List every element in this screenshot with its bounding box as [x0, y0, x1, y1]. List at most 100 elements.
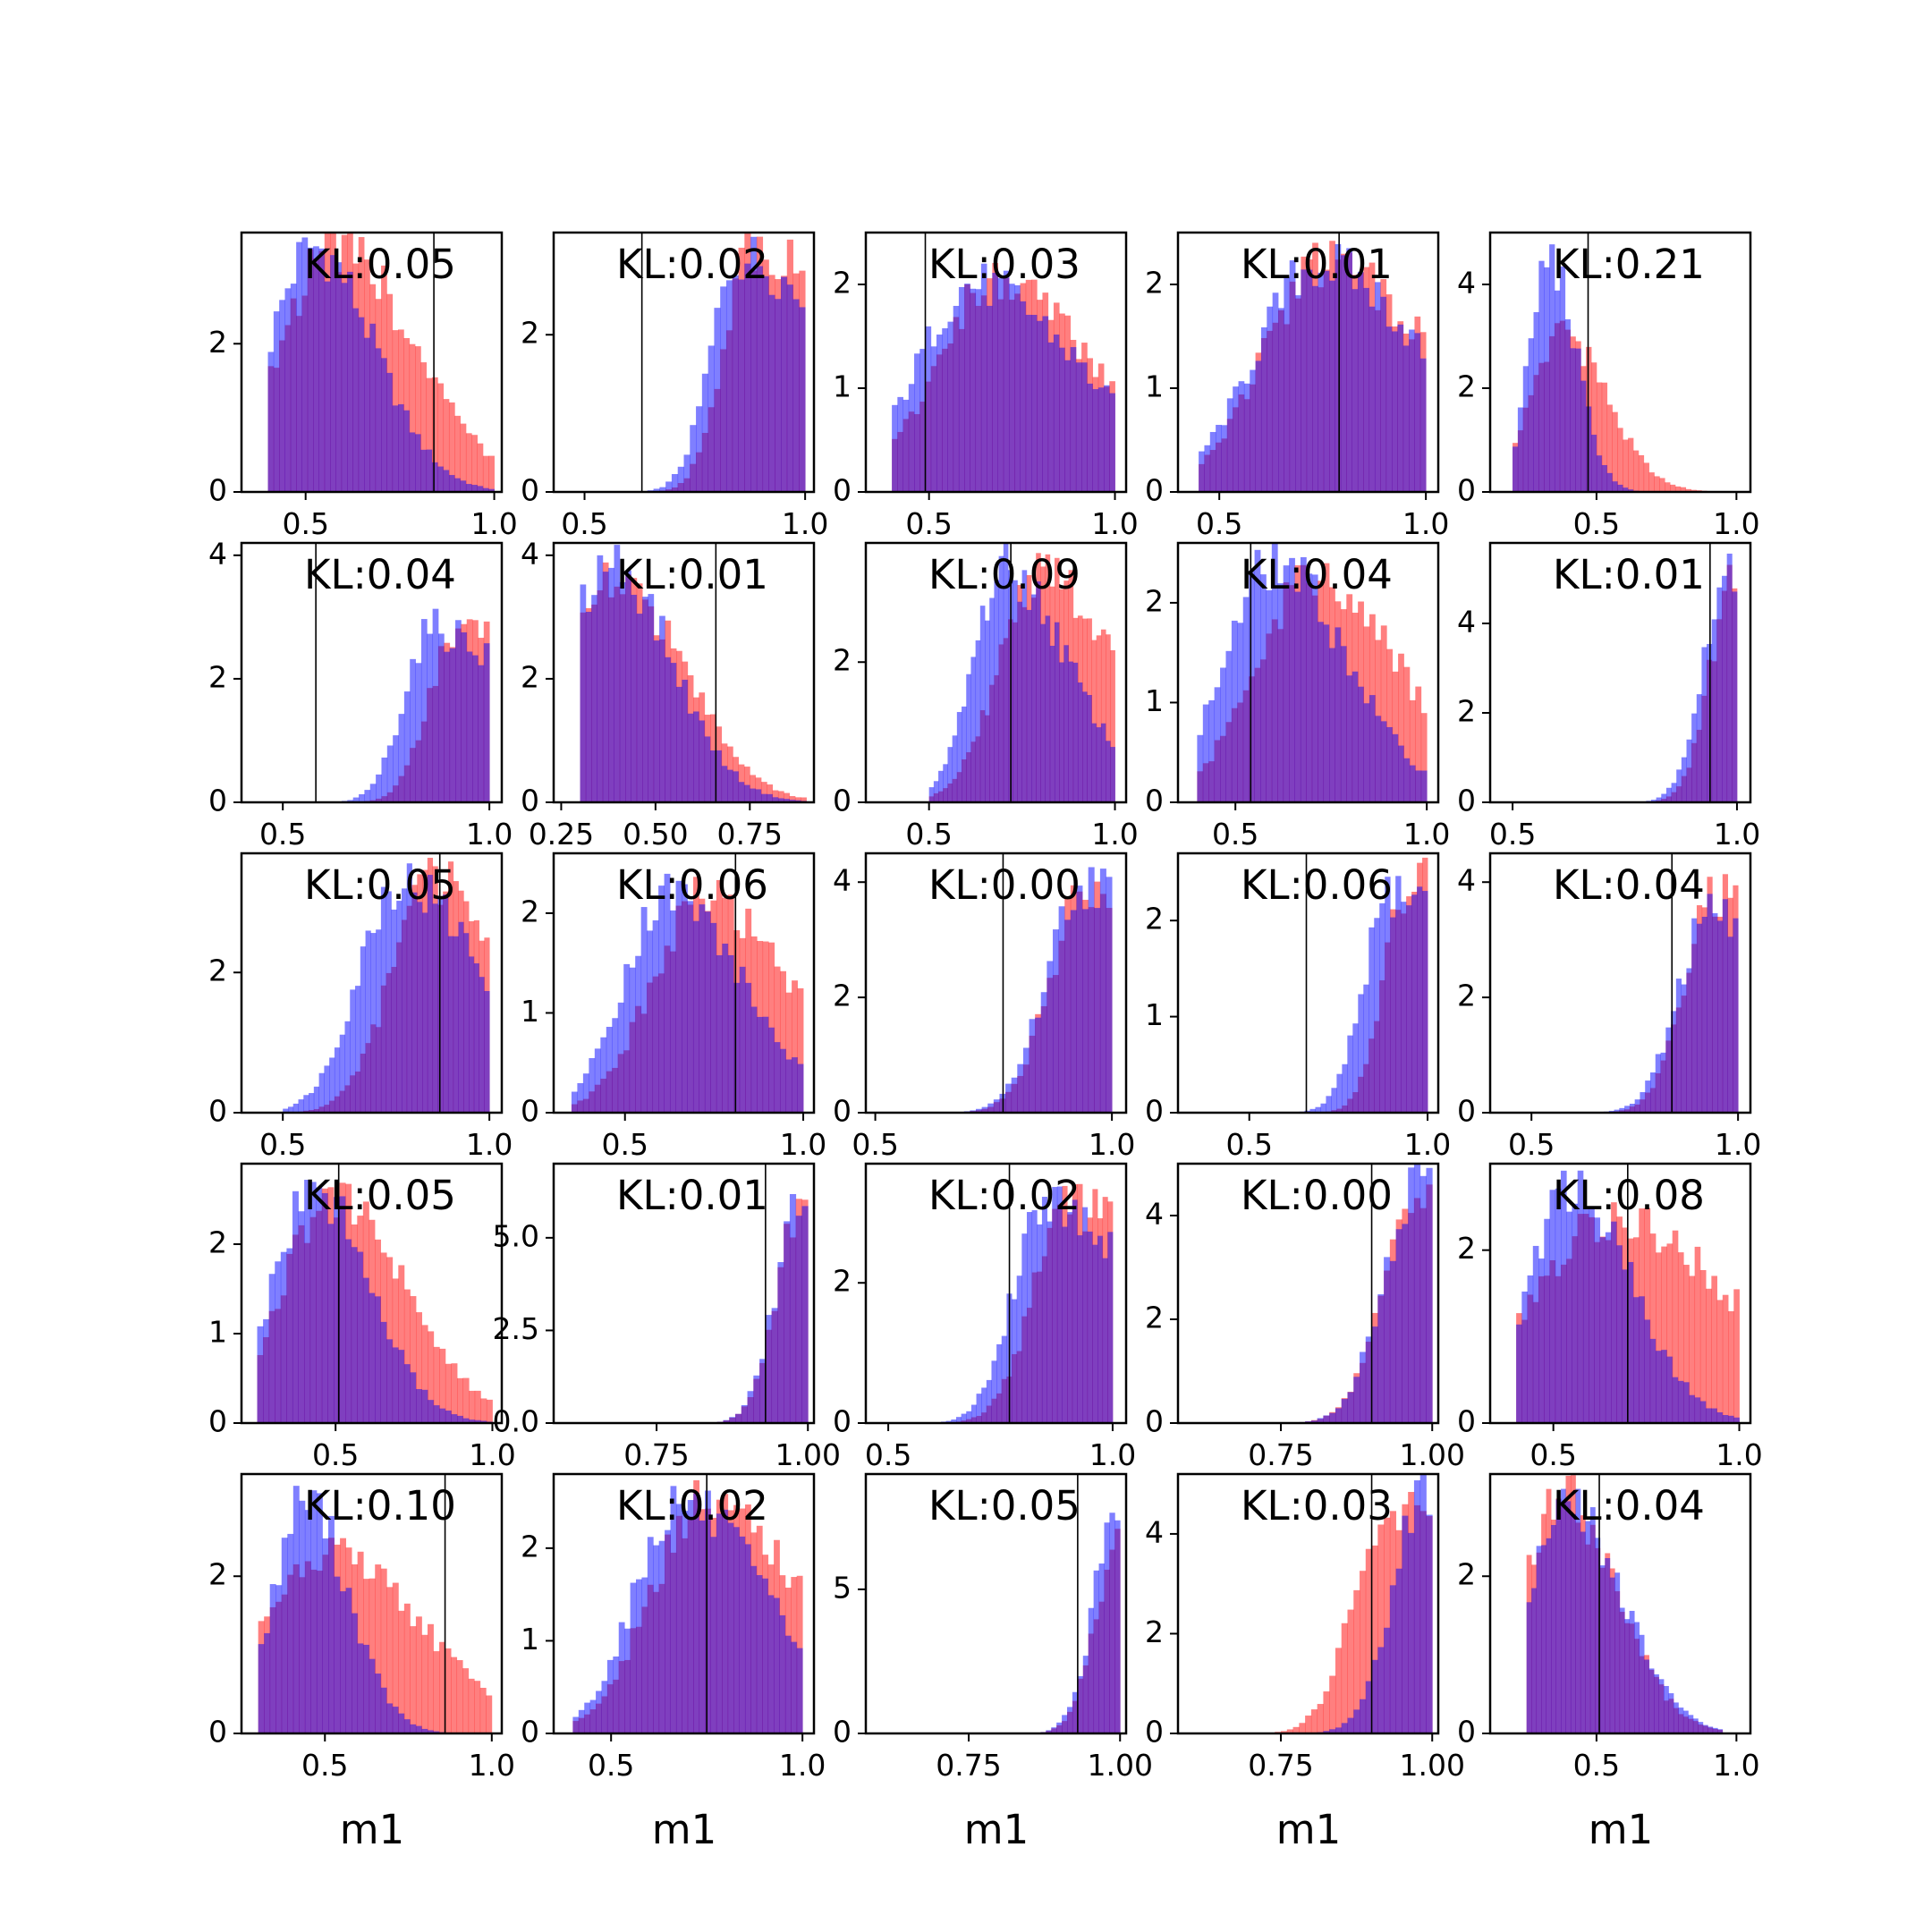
panel-9: 0 1 2 0.5 1.0 KL:0.04: [1145, 541, 1450, 852]
blue-bar: [1209, 431, 1216, 492]
blue-bar: [1347, 1392, 1354, 1423]
blue-bar: [1691, 918, 1698, 1113]
axes-frame: [552, 852, 816, 1114]
blue-bar: [682, 679, 689, 802]
blue-bar: [1102, 1258, 1108, 1423]
red-bar: [1601, 382, 1608, 492]
y-tick-label: 5: [833, 1570, 852, 1605]
blue-bar: [463, 933, 470, 1113]
red-bar: [462, 1668, 470, 1733]
blue-bar: [316, 1187, 323, 1423]
blue-bar: [1666, 1356, 1674, 1423]
blue-bar: [1037, 1224, 1043, 1423]
blue-bar: [310, 1490, 318, 1733]
blue-bar: [431, 462, 438, 492]
red-bar: [1685, 488, 1691, 492]
blue-bar: [729, 1417, 736, 1423]
blue-bar: [1202, 704, 1209, 802]
y-tick-label: 0: [833, 473, 852, 508]
y-tick-label: 1: [1145, 997, 1164, 1032]
blue-bar: [687, 901, 694, 1113]
blue-bar: [1665, 787, 1672, 802]
blue-bar: [1717, 1729, 1724, 1733]
blue-bar: [1384, 1257, 1391, 1423]
blue-bar: [1067, 1212, 1073, 1423]
blue-bar: [1242, 597, 1250, 802]
blue-bar: [292, 1486, 300, 1733]
panel-6: 0 2 4 0.5 1.0 KL:0.04: [208, 536, 513, 852]
blue-bar: [267, 352, 275, 492]
blue-bar: [403, 410, 411, 492]
blue-bar: [670, 663, 677, 802]
axes-frame: [864, 541, 1128, 804]
y-tick-label: 2: [208, 659, 227, 694]
panel-23: 0 5 0.75 1.00 KL:0.05 m1: [833, 1472, 1153, 1853]
y-tick-label: 0: [208, 1715, 227, 1750]
blue-bar: [1614, 1572, 1621, 1733]
blue-bar: [1544, 267, 1550, 492]
y-tick-label: 1: [833, 369, 852, 404]
blue-bar: [1220, 667, 1226, 802]
x-tick-label: 0.5: [259, 817, 306, 852]
blue-bar: [1216, 424, 1222, 492]
blue-bar: [1360, 1352, 1367, 1423]
red-bar: [398, 1265, 405, 1423]
y-tick-label: 0: [1457, 784, 1476, 818]
blue-bar: [427, 875, 434, 1113]
blue-bar: [479, 977, 485, 1113]
blue-bar: [1052, 1187, 1058, 1423]
red-bar: [415, 346, 421, 492]
blue-bar: [1022, 1047, 1030, 1113]
blue-bar: [943, 764, 948, 802]
blue-bar: [970, 657, 977, 802]
x-tick-label: 0.5: [259, 1127, 306, 1162]
y-tick-label: 0: [208, 1094, 227, 1129]
blue-bar: [350, 989, 356, 1113]
axes-frame: [552, 231, 816, 494]
blue-bar: [716, 750, 723, 802]
blue-bar: [964, 284, 970, 492]
blue-bar: [1650, 800, 1657, 802]
blue-bar: [1374, 918, 1380, 1113]
blue-bar: [699, 720, 706, 802]
axes-frame: [240, 852, 504, 1114]
blue-bar: [722, 944, 729, 1113]
blue-bar: [324, 1065, 330, 1113]
blue-bar: [1426, 1167, 1433, 1423]
red-bar: [474, 1681, 481, 1733]
red-bar: [1661, 1246, 1667, 1423]
blue-bar: [410, 1372, 417, 1423]
red-bar: [801, 797, 807, 802]
blue-bar: [443, 894, 449, 1113]
blue-bar: [1682, 1710, 1689, 1733]
panel-3: 0 1 2 0.5 1.0 KL:0.03: [833, 231, 1139, 541]
blue-bar: [286, 1248, 293, 1423]
x-tick-label: 1.0: [1089, 1127, 1135, 1162]
blue-bar: [1661, 793, 1667, 802]
blue-bar: [1727, 936, 1733, 1113]
blue-bar: [1591, 435, 1597, 492]
blue-bar: [744, 1544, 751, 1733]
blue-bar: [1717, 920, 1724, 1113]
blue-bar: [1628, 489, 1634, 492]
red-bar: [1292, 1726, 1300, 1733]
blue-bar: [1565, 1501, 1572, 1733]
blue-bar: [1655, 1351, 1662, 1423]
blue-bar: [484, 990, 490, 1113]
x-tick-label: 0.50: [623, 817, 688, 852]
blue-bar: [258, 1644, 265, 1733]
x-axis-title: m1: [1276, 1806, 1341, 1853]
blue-bar: [1309, 1108, 1316, 1113]
red-bar: [1365, 1548, 1372, 1733]
blue-bar: [1318, 272, 1325, 492]
red-bar: [1722, 1294, 1729, 1423]
blue-bar: [762, 1578, 769, 1733]
blue-bar: [364, 337, 370, 492]
blue-bar: [1097, 387, 1105, 492]
blue-bar: [1346, 248, 1352, 492]
blue-bar: [956, 712, 962, 802]
red-bar: [1310, 1709, 1318, 1733]
blue-bar: [1419, 1175, 1427, 1423]
blue-bar: [1250, 369, 1257, 492]
blue-bar: [287, 1106, 294, 1113]
